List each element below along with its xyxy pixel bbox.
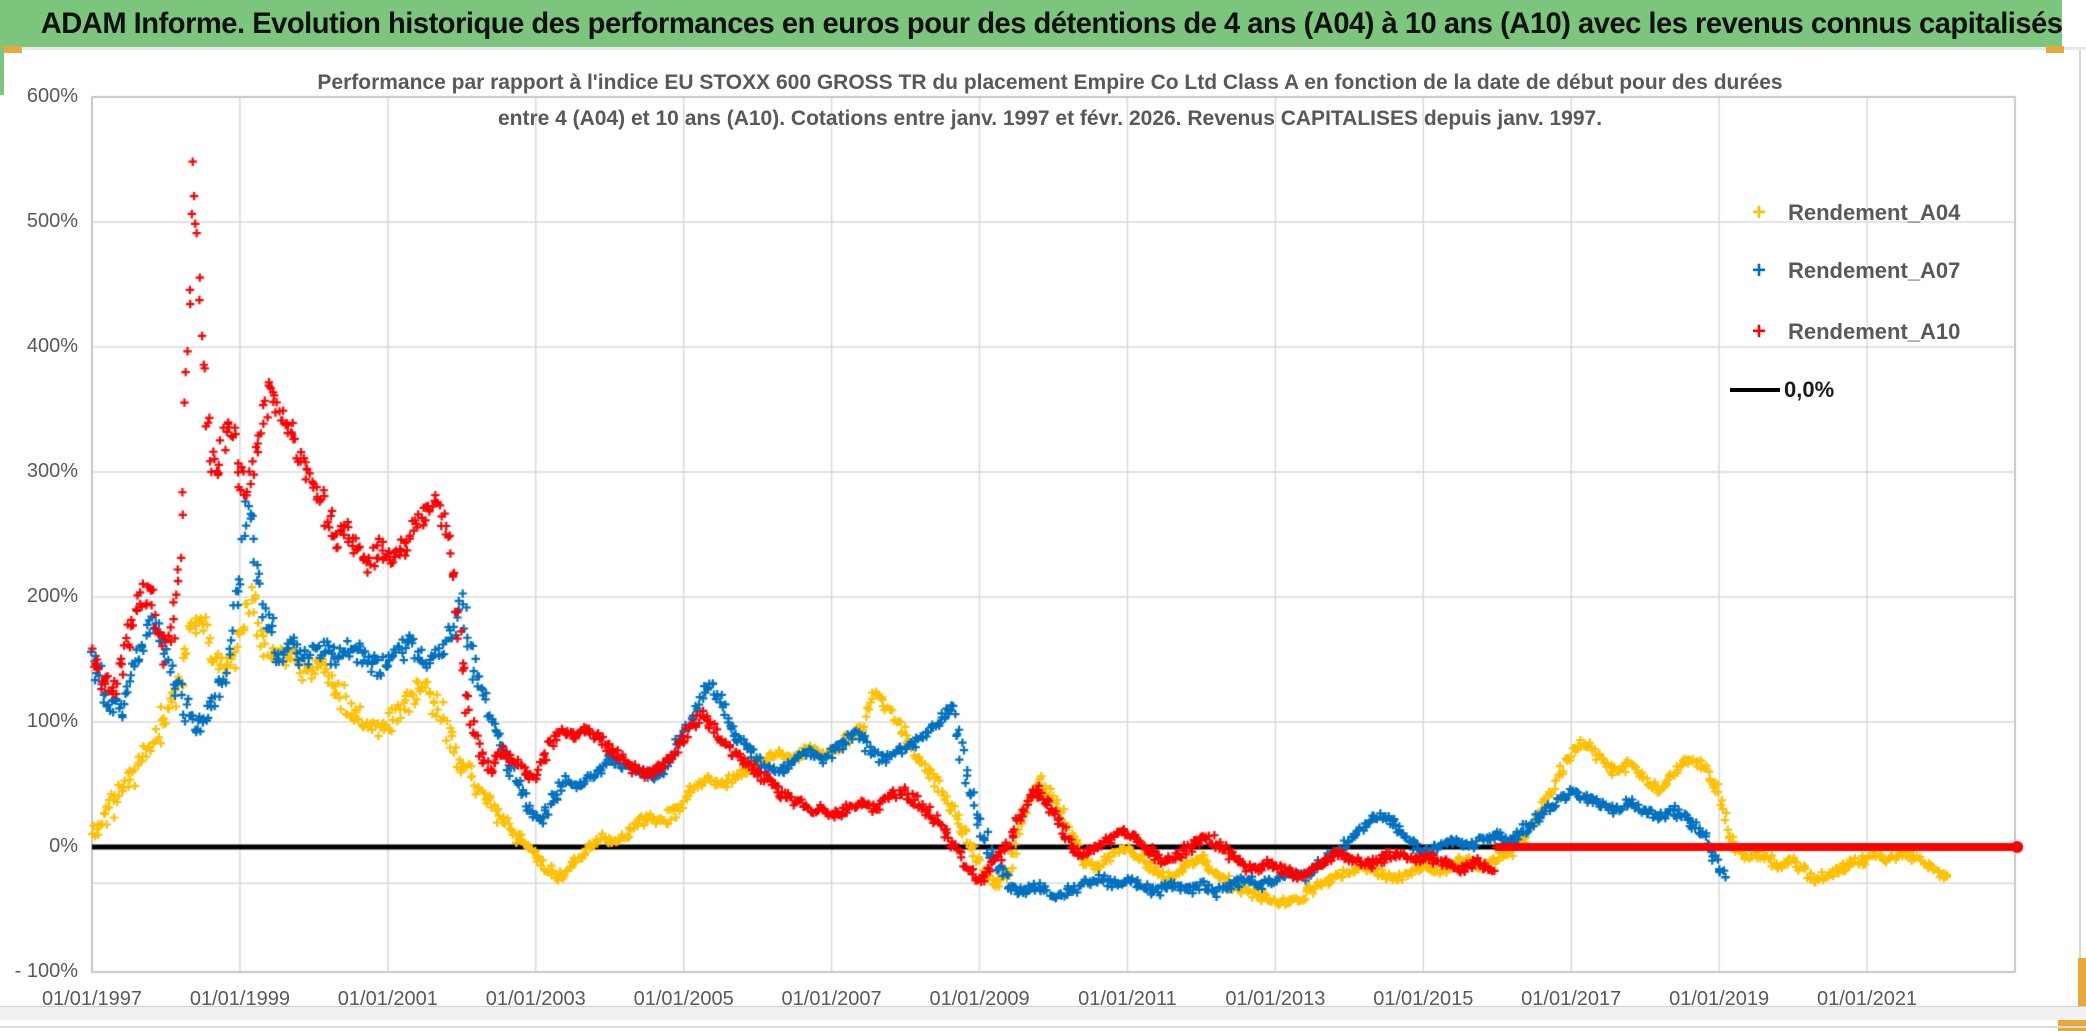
legend-label: Rendement_A10 <box>1788 319 1961 344</box>
y-axis-label: 100% <box>26 710 78 732</box>
x-axis-label: 01/01/2001 <box>337 988 438 1010</box>
x-axis-label: 01/01/2019 <box>1669 988 1770 1010</box>
x-axis-label: 01/01/2011 <box>1078 988 1177 1010</box>
y-axis-label: 500% <box>26 210 78 232</box>
legend-item-rendement-a07[interactable]: + Rendement_A07 <box>1730 256 1960 286</box>
y-axis-label: 200% <box>26 585 78 607</box>
legend-item-rendement-a10[interactable]: + Rendement_A10 <box>1730 317 1960 347</box>
legend-item-rendement-a04[interactable]: + Rendement_A04 <box>1730 198 1960 228</box>
x-axis-label: 01/01/1999 <box>189 988 290 1010</box>
legend-label: Rendement_A07 <box>1788 258 1961 283</box>
y-axis-label: 300% <box>26 460 78 482</box>
chart-title-line2: entre 4 (A04) et 10 ans (A10). Cotations… <box>497 107 1603 130</box>
x-axis-label: 01/01/2009 <box>929 988 1030 1010</box>
zero-line-icon <box>1730 388 1780 392</box>
x-axis-label: 01/01/2015 <box>1373 988 1474 1010</box>
legend-item-zero-line[interactable]: 0,0% <box>1730 375 1834 405</box>
x-axis-label: 01/01/2017 <box>1521 988 1622 1010</box>
x-axis-label: 01/01/1997 <box>41 988 143 1010</box>
legend-label: Rendement_A04 <box>1788 200 1961 225</box>
x-axis-label: 01/01/2021 <box>1817 988 1918 1010</box>
y-axis-label: - 100% <box>14 960 78 982</box>
x-axis-label: 01/01/2013 <box>1225 988 1326 1010</box>
x-axis-label: 01/01/2003 <box>485 988 586 1010</box>
plus-marker-icon: + <box>1751 199 1766 226</box>
x-axis-label: 01/01/2005 <box>633 988 734 1010</box>
plus-marker-icon: + <box>1751 257 1766 284</box>
chart-title-line1: Performance par rapport à l'indice EU ST… <box>317 71 1783 94</box>
y-axis-label: 600% <box>26 85 78 107</box>
y-axis-label: 400% <box>26 335 78 357</box>
y-axis-label: 0% <box>49 835 78 857</box>
legend-label: 0,0% <box>1784 377 1835 402</box>
plus-marker-icon: + <box>1751 318 1766 345</box>
x-axis-label: 01/01/2007 <box>781 988 882 1010</box>
